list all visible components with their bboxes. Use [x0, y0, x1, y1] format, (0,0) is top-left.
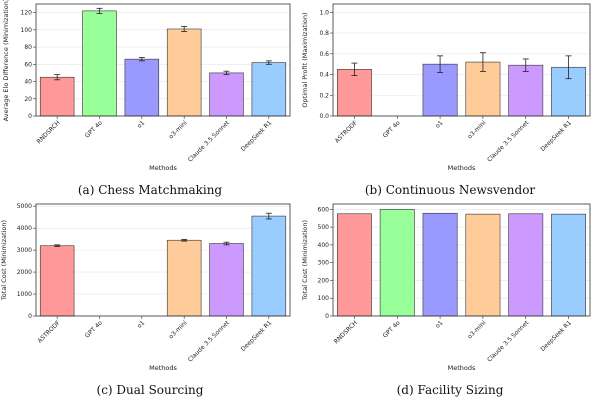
plot-frame: [35, 203, 291, 317]
plot-frame: [332, 3, 591, 117]
y-tick-label: 4000: [17, 225, 32, 232]
plot-frame: [35, 3, 291, 117]
x-tick-label: o1: [136, 319, 146, 329]
x-axis-label: Methods: [448, 364, 476, 372]
y-tick-label: 5000: [17, 203, 32, 210]
y-tick-label: 0: [28, 113, 32, 120]
y-tick-label: 0.6: [319, 51, 329, 58]
y-tick-label: 1000: [17, 291, 32, 298]
y-tick-label: 1.0: [319, 9, 329, 16]
x-axis-label: Methods: [149, 164, 177, 172]
x-axis-label: Methods: [149, 364, 177, 372]
y-tick-label: 0.8: [319, 30, 329, 37]
bar-1: [39, 245, 75, 317]
bar-2: [379, 209, 415, 317]
bar-2: [82, 10, 117, 117]
y-axis-label: Total Cost (Minimization): [0, 220, 8, 301]
y-tick-label: 3000: [17, 247, 32, 254]
caption-continuous-newsvendor: (b) Continuous Newsvendor: [364, 183, 536, 197]
x-tick-label: DeepSeek R1: [539, 319, 573, 353]
bar-6: [251, 62, 287, 117]
bar-5: [508, 213, 544, 317]
y-tick-label: 500: [318, 224, 330, 231]
x-tick-label: o1: [136, 119, 146, 129]
y-tick-label: 100: [21, 27, 33, 34]
bar-3: [422, 212, 458, 317]
y-tick-label: 2000: [17, 269, 32, 276]
y-axis-label: Optimal Profit (Maximization): [301, 12, 309, 107]
x-tick-label: o1: [434, 319, 444, 329]
y-tick-label: 80: [24, 44, 32, 51]
y-tick-label: 0: [325, 313, 329, 320]
y-axis-label: Total Cost (Minimization): [301, 220, 309, 301]
y-tick-label: 400: [318, 242, 330, 249]
y-tick-label: 40: [24, 79, 32, 86]
bar-6: [251, 215, 287, 317]
x-tick-label: Claude 3.5 Sonnet: [486, 319, 531, 364]
x-tick-label: o1: [434, 119, 444, 129]
caption-facility-sizing: (d) Facility Sizing: [396, 383, 504, 397]
y-axis-label: Average Elo Difference (Minimization): [2, 0, 10, 121]
y-tick-label: 20: [24, 96, 32, 103]
y-tick-label: 0.0: [319, 113, 329, 120]
y-tick-label: 0.4: [319, 72, 329, 79]
caption-chess-matchmaking: (a) Chess Matchmaking: [77, 183, 223, 197]
caption-dual-sourcing: (c) Dual Sourcing: [96, 383, 204, 397]
bar-6: [551, 213, 587, 317]
y-tick-label: 300: [318, 260, 330, 267]
x-tick-label: o3-mini: [466, 319, 487, 340]
bar-4: [465, 213, 501, 317]
y-tick-label: 600: [318, 206, 330, 213]
bar-3: [124, 58, 160, 117]
x-tick-label: GPT 4o: [382, 319, 402, 339]
y-tick-label: 0.2: [319, 92, 329, 99]
y-tick-label: 0: [28, 313, 32, 320]
y-tick-label: 120: [21, 10, 33, 17]
bar-1: [336, 213, 372, 317]
y-tick-label: 200: [318, 277, 330, 284]
y-tick-label: 60: [24, 61, 32, 68]
bar-1: [336, 69, 372, 117]
plot-frame: [332, 203, 591, 317]
x-axis-label: Methods: [448, 164, 476, 172]
x-tick-label: RNDSRCH: [333, 319, 359, 345]
y-tick-label: 100: [318, 295, 330, 302]
